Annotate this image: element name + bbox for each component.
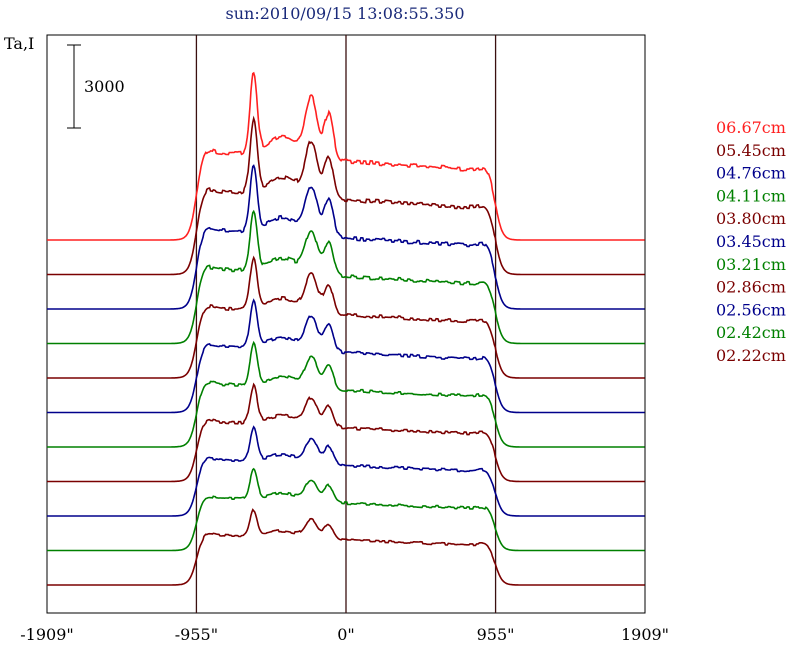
legend-item: 03.21cm [716,255,786,274]
legend-item: 02.22cm [716,346,786,365]
x-tick-label: -1909" [20,625,73,644]
x-tick-label: 0" [337,625,355,644]
legend: 06.67cm 05.45cm 04.76cm 04.11cm 03.80cm 03.45… [716,118,786,365]
scale-bar-label: 3000 [84,77,125,96]
x-tick-label: 1909" [621,625,669,644]
legend-item: 02.42cm [716,323,786,342]
series-line-02.42cm [47,467,645,552]
x-tick-label: 955" [477,625,515,644]
series-lines [47,71,645,586]
vertical-reference-lines [195,35,497,613]
series-line-06.67cm [47,71,645,241]
legend-item: 02.56cm [716,300,786,319]
series-line-03.21cm [47,340,645,448]
legend-item: 05.45cm [716,141,786,160]
x-tick-label: -955" [175,625,218,644]
series-line-03.80cm [47,255,645,379]
legend-item: 04.76cm [716,164,786,183]
y-axis-label: Ta,I [4,34,34,53]
series-line-02.22cm [47,508,645,586]
series-line-02.86cm [47,382,645,483]
legend-item: 06.67cm [716,118,786,137]
chart-title: sun:2010/09/15 13:08:55.350 [226,4,465,23]
legend-item: 03.80cm [716,209,786,228]
x-tick-labels: -1909" -955" 0" 955" 1909" [20,625,669,644]
series-line-02.56cm [47,425,645,517]
series-line-03.45cm [47,298,645,414]
scale-bar: 3000 [67,44,125,129]
legend-item: 04.11cm [716,186,786,205]
legend-item: 03.45cm [716,232,786,251]
series-line-04.11cm [47,209,645,345]
legend-item: 02.86cm [716,278,786,297]
series-line-04.76cm [47,164,645,310]
series-line-05.45cm [47,115,645,276]
